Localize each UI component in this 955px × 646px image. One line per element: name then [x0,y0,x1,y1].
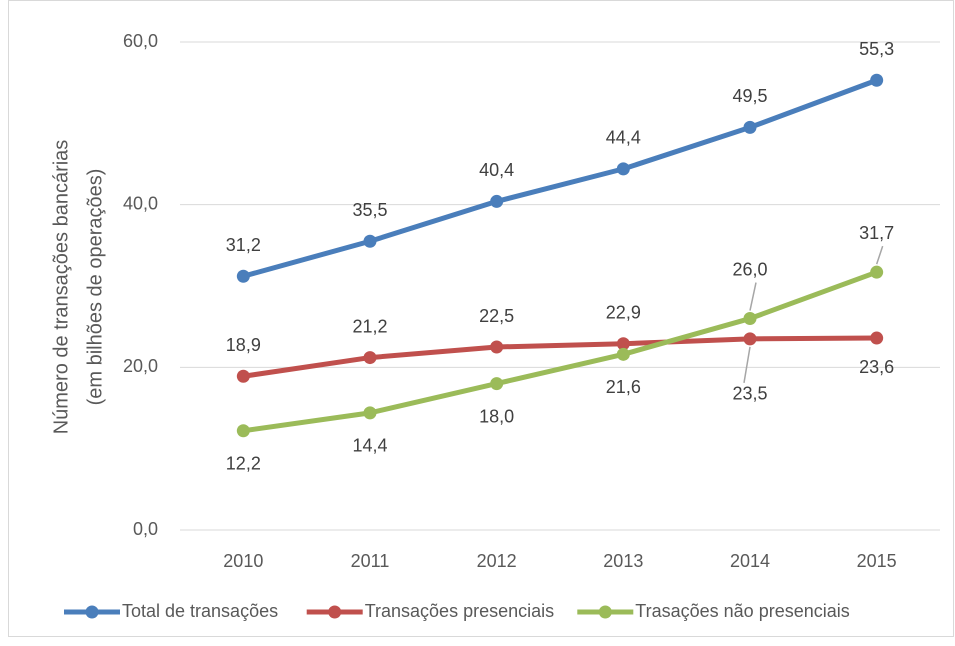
data-label: 44,4 [606,128,641,148]
data-point [870,265,884,279]
data-label: 18,9 [226,335,261,355]
data-label: 55,3 [859,39,894,59]
y-tick-label: 0,0 [133,519,158,539]
data-point [490,377,504,391]
y-axis-label: (em bilhões de operações) [84,169,106,406]
y-tick-label: 60,0 [123,31,158,51]
x-tick-label: 2015 [857,551,897,571]
data-point [743,312,757,326]
data-point [870,73,884,87]
data-point [363,351,377,365]
x-tick-label: 2012 [477,551,517,571]
data-label: 49,5 [732,86,767,106]
series-line [242,77,878,279]
x-tick-label: 2013 [603,551,643,571]
data-label: 23,6 [859,357,894,377]
data-point [616,162,630,176]
data-point [363,234,377,248]
series-line [242,335,877,379]
y-tick-label: 20,0 [123,356,158,376]
data-point [743,120,757,134]
data-label: 31,7 [859,223,894,243]
legend-marker [328,605,342,619]
x-tick-label: 2011 [351,551,390,571]
leader-line [743,346,751,383]
data-point [870,331,884,345]
data-label: 23,5 [732,384,767,404]
data-label: 31,2 [226,235,261,255]
data-label: 22,5 [479,306,514,326]
data-point [363,406,377,420]
legend-marker [598,605,612,619]
data-label: 22,9 [606,302,641,322]
data-point [236,269,250,283]
data-label: 14,4 [352,436,387,456]
data-point [616,347,630,361]
data-label: 35,5 [352,200,387,220]
leader-line [749,282,757,311]
series-line [242,269,878,434]
legend-label: Total de transações [122,601,278,621]
data-label: 40,4 [479,160,514,180]
legend-label: Trasações não presenciais [635,601,849,621]
data-label: 26,0 [732,259,767,279]
data-label: 12,2 [226,454,261,474]
data-label: 18,0 [479,406,514,426]
data-label: 21,2 [352,316,387,336]
y-tick-label: 40,0 [123,193,158,213]
x-tick-label: 2014 [730,551,770,571]
leader-line [875,245,884,265]
legend-label: Transações presenciais [365,601,554,621]
chart-border [8,0,954,637]
data-point [616,337,630,351]
data-point [490,194,504,208]
data-point [236,369,250,383]
data-point [743,332,757,346]
legend-marker [85,605,99,619]
data-point [490,340,504,354]
data-point [236,424,250,438]
x-tick-label: 2010 [223,551,263,571]
data-label: 21,6 [606,377,641,397]
y-axis-label: Número de transações bancárias [50,140,72,435]
